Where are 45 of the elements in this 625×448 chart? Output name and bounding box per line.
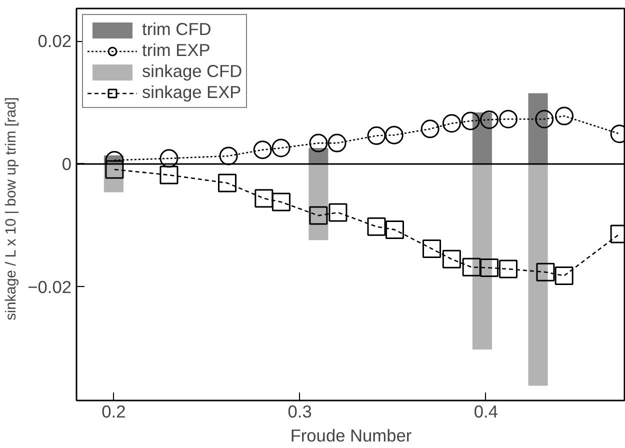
bar	[528, 164, 548, 386]
x-tick-label: 0.4	[474, 402, 498, 422]
point	[367, 217, 386, 236]
point	[309, 206, 328, 225]
point	[480, 258, 499, 278]
x-axis-title: Froude Number	[290, 426, 412, 446]
point	[219, 146, 238, 166]
x-tick-label: 0.2	[102, 402, 126, 422]
point	[555, 106, 574, 126]
bar	[472, 164, 492, 350]
point	[272, 138, 290, 158]
point	[254, 189, 274, 208]
point	[554, 266, 574, 286]
point	[272, 192, 290, 212]
point	[462, 258, 481, 276]
bar	[308, 164, 328, 240]
point	[367, 126, 386, 145]
point	[328, 134, 346, 152]
point	[442, 250, 461, 268]
point	[536, 262, 555, 282]
point	[420, 120, 440, 138]
legend-label: sinkage CFD	[142, 61, 242, 82]
x-tick-label: 0.3	[288, 402, 312, 422]
point	[422, 239, 442, 258]
point	[384, 126, 404, 144]
point	[480, 110, 499, 129]
legend-label: trim CFD	[142, 19, 212, 40]
point	[442, 114, 461, 133]
y-axis-title: sinkage / L x 10 | bow up trim [rad]	[4, 97, 20, 320]
point	[218, 174, 236, 192]
point	[461, 112, 480, 130]
point	[160, 149, 178, 168]
point	[385, 220, 404, 239]
y-tick-label: 0	[62, 154, 72, 174]
bar	[528, 93, 548, 164]
y-tick-label: 0.02	[38, 31, 72, 52]
legend-label: sinkage EXP	[142, 82, 242, 103]
point	[160, 166, 178, 184]
y-tick-label: −0.02	[28, 276, 72, 297]
point	[499, 110, 518, 128]
point	[499, 260, 518, 278]
point	[253, 140, 272, 160]
point	[309, 134, 328, 152]
legend-label: trim EXP	[142, 40, 210, 61]
point	[328, 203, 348, 222]
